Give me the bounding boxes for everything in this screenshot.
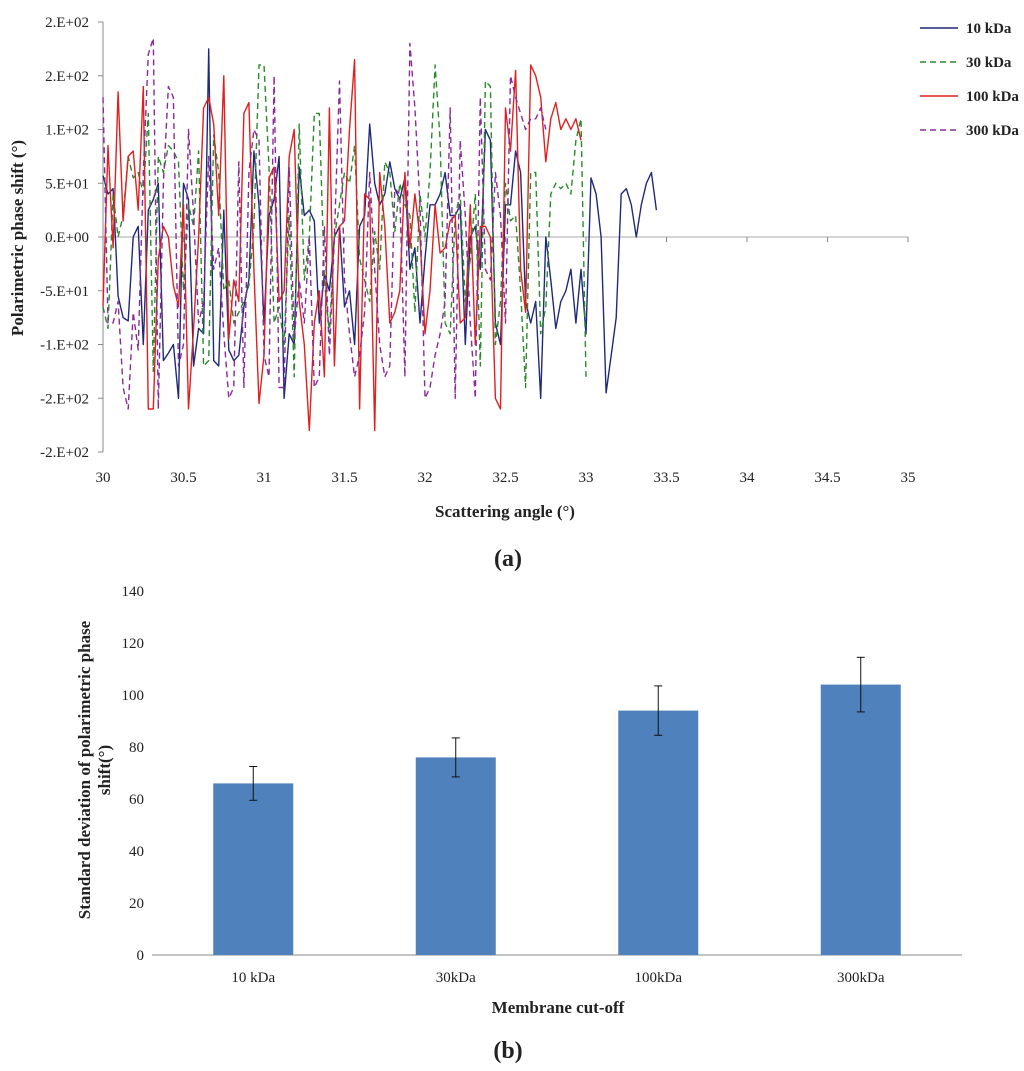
- bar: [213, 783, 294, 955]
- y-tick-label: -1.E+02: [40, 338, 89, 354]
- x-tick-label: 32.5: [492, 470, 518, 486]
- x-tick-label: 30.5: [170, 470, 196, 486]
- line-chart-panel: 2.E+02 2.E+02 1.E+02 5.E+01 0.E+00 -5.E+01 -1.…: [8, 15, 1019, 572]
- bar-chart-ticks: 0 20 40 60 80 100 120 140 10 kDa 30kDa 100kDa 300kD…: [122, 584, 885, 986]
- line-chart-ticks: 2.E+02 2.E+02 1.E+02 5.E+01 0.E+00 -5.E+01 -1.…: [40, 15, 915, 486]
- x-tick-label: 31: [257, 470, 272, 486]
- y-tick-label: 5.E+01: [45, 176, 89, 192]
- x-tick-label: 35: [901, 470, 916, 486]
- series-line-100-kda: [102, 58, 582, 432]
- x-tick-label: 34.5: [814, 470, 840, 486]
- y-tick-label: 140: [122, 584, 145, 600]
- x-tick-label: 30kDa: [436, 970, 476, 986]
- x-tick-label: 10 kDa: [231, 970, 275, 986]
- y-tick-label: 0: [137, 948, 145, 964]
- x-tick-label: 32: [418, 470, 433, 486]
- bar-chart-y-title-line-2: shift(°): [95, 745, 114, 795]
- error-bar: [654, 685, 663, 736]
- x-tick-label: 30: [96, 470, 111, 486]
- bar-chart-y-title: Standard deviation of polarimetric phase…: [75, 620, 114, 919]
- y-tick-label: 40: [129, 844, 144, 860]
- line-chart-series: [102, 37, 658, 432]
- x-tick-label: 34: [740, 470, 756, 486]
- x-tick-label: 300kDa: [837, 970, 885, 986]
- bar-chart-y-title-line-1: Standard deviation of polarimetric phase: [75, 620, 94, 919]
- y-tick-label: -2.E+02: [40, 445, 89, 461]
- legend-label: 30 kDa: [966, 55, 1012, 71]
- x-tick-label: 100kDa: [635, 970, 683, 986]
- bar-chart-panel: 0 20 40 60 80 100 120 140 10 kDa 30kDa 100kDa 300kD…: [75, 584, 962, 1064]
- line-chart-y-title: Polarimetric phase shift (°): [8, 140, 27, 336]
- bar: [618, 710, 699, 955]
- legend-label: 300 kDa: [966, 123, 1019, 139]
- series-line-30-kda: [102, 64, 587, 389]
- legend-label: 100 kDa: [966, 89, 1019, 105]
- error-bar: [249, 766, 258, 801]
- y-tick-label: 20: [129, 896, 144, 912]
- x-tick-label: 31.5: [331, 470, 357, 486]
- x-tick-label: 33: [579, 470, 594, 486]
- y-tick-label: 80: [129, 740, 144, 756]
- y-tick-label: 100: [122, 688, 145, 704]
- panel-label-b: (b): [493, 1038, 522, 1064]
- bar: [820, 684, 901, 955]
- x-tick-label: 33.5: [653, 470, 679, 486]
- panel-label-a: (a): [494, 546, 522, 572]
- y-tick-label: 2.E+02: [45, 15, 89, 31]
- error-bar: [856, 656, 865, 713]
- error-bar: [451, 737, 460, 778]
- bar: [415, 757, 496, 955]
- y-tick-label: 0.E+00: [45, 230, 89, 246]
- y-tick-label: 1.E+02: [45, 123, 89, 139]
- bar-chart-bars: [213, 656, 901, 955]
- legend-label: 10 kDa: [966, 21, 1012, 37]
- y-tick-label: -2.E+02: [40, 391, 89, 407]
- bar-chart-x-title: Membrane cut-off: [492, 998, 625, 1017]
- line-chart-x-title: Scattering angle (°): [435, 502, 575, 521]
- y-tick-label: 60: [129, 792, 144, 808]
- y-tick-label: 2.E+02: [45, 69, 89, 85]
- line-chart-legend: 10 kDa 30 kDa 100 kDa 300 kDa: [920, 21, 1019, 139]
- series-line-300-kda: [102, 37, 547, 410]
- y-tick-label: 120: [122, 636, 145, 652]
- y-tick-label: -5.E+01: [40, 284, 89, 300]
